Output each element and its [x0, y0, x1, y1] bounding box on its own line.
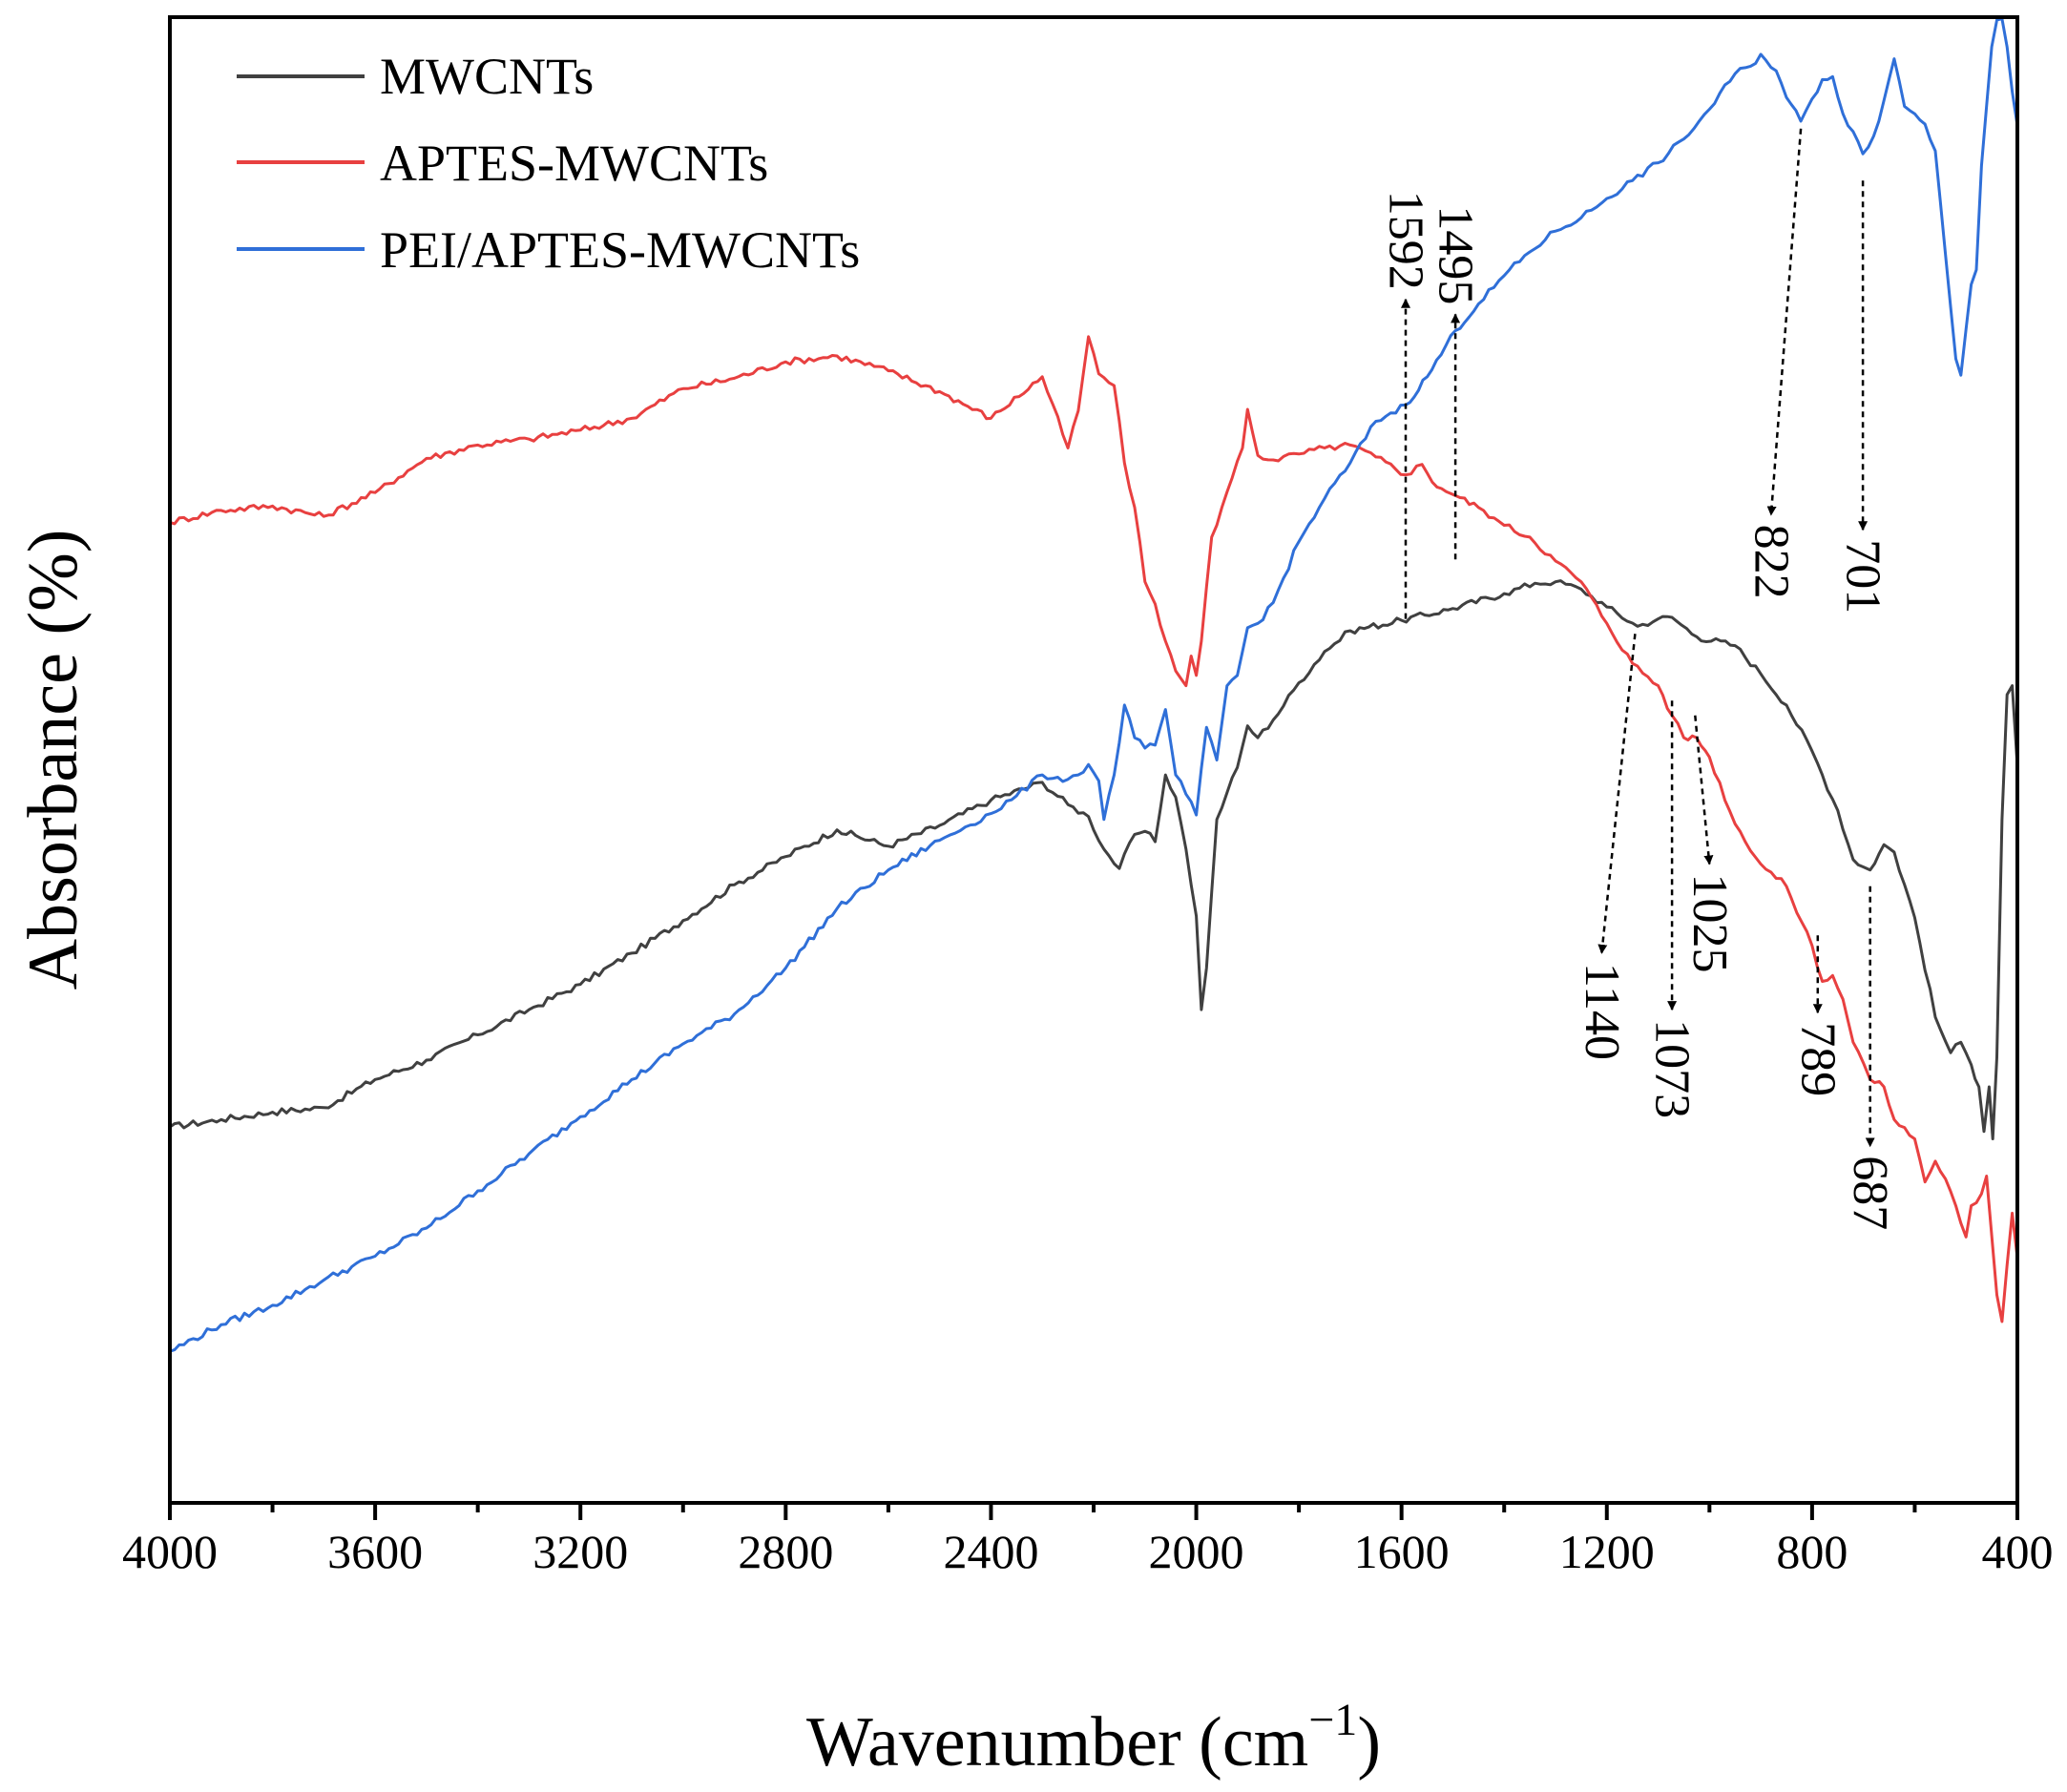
annotation-label-1140: 1140 [1575, 963, 1629, 1060]
annotation-label-1073: 1073 [1645, 1019, 1700, 1118]
series-line-pei-aptes-mwcnts [169, 17, 2019, 1353]
series-line-aptes-mwcnts [169, 335, 2019, 1323]
series-line-mwcnts [169, 579, 2019, 1140]
legend: MWCNTs APTES-MWCNTs PEI/APTES-MWCNTs [237, 48, 860, 279]
x-axis-title-main: Wavenumber (cm [806, 1703, 1308, 1782]
x-tick-label-4000: 4000 [122, 1525, 218, 1578]
annotation-label-789: 789 [1790, 1022, 1845, 1096]
legend-label-pei-aptes-mwcnts: PEI/APTES-MWCNTs [380, 221, 860, 279]
x-axis-ticks: 4000 3600 3200 2800 2400 2000 1600 1200 800 400 [122, 1503, 2054, 1578]
x-tick-label-2400: 2400 [943, 1525, 1038, 1578]
series-layer [169, 17, 2019, 1353]
x-tick-label-400: 400 [1982, 1525, 2054, 1578]
x-tick-label-1600: 1600 [1354, 1525, 1450, 1578]
annotation-label-687: 687 [1843, 1156, 1897, 1230]
annotation-label-1025: 1025 [1682, 874, 1737, 973]
x-axis-title: Wavenumber (cm−1) [806, 1695, 1381, 1782]
annotation-label-822: 822 [1743, 525, 1798, 599]
x-tick-label-2800: 2800 [738, 1525, 833, 1578]
x-tick-label-2000: 2000 [1149, 1525, 1244, 1578]
x-axis-title-close: ) [1357, 1703, 1381, 1782]
annotation-arrow-822 [1766, 128, 1803, 516]
x-tick-label-3200: 3200 [532, 1525, 628, 1578]
x-axis-title-superscript: −1 [1308, 1695, 1357, 1745]
annotation-label-1495: 1495 [1429, 205, 1483, 304]
annotation-label-701: 701 [1836, 539, 1890, 614]
annotation-label-1592: 1592 [1379, 191, 1433, 290]
y-axis-title: Absorbance (%) [14, 530, 93, 990]
x-tick-label-800: 800 [1776, 1525, 1848, 1578]
x-tick-label-1200: 1200 [1559, 1525, 1655, 1578]
annotation-arrow-1140 [1597, 634, 1637, 954]
legend-label-aptes-mwcnts: APTES-MWCNTs [380, 135, 768, 192]
legend-label-mwcnts: MWCNTs [380, 48, 594, 105]
annotation-arrow-1025 [1694, 715, 1714, 865]
x-tick-label-3600: 3600 [327, 1525, 423, 1578]
